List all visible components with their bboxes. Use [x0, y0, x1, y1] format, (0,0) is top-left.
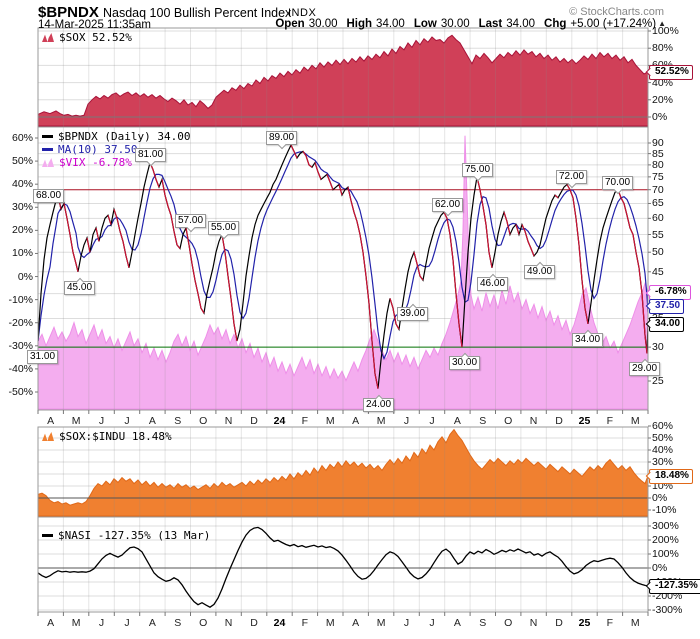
ma10-line [38, 151, 648, 361]
quote-label: Open [275, 18, 305, 30]
copyright-label: © StockCharts.com [569, 6, 664, 18]
nasi-panel-plot [38, 517, 648, 612]
sox-area [38, 34, 648, 127]
quote-label: Last [478, 18, 503, 30]
legend-ma10: MA(10) 37.50 [42, 143, 137, 156]
symbol-name: Nasdaq 100 Bullish Percent Index [103, 6, 292, 20]
legend-vix: $VIX -6.78% [42, 156, 132, 169]
area-chart-icon [42, 432, 54, 441]
line-chart-icon [42, 135, 53, 138]
legend-nasi: $NASI -127.35% (13 Mar) [42, 529, 210, 542]
chart-datetime: 14-Mar-2025 11:35am [38, 19, 151, 31]
legend-soxindu: $SOX:$INDU 18.48% [42, 430, 172, 443]
legend-soxindu-label: $SOX:$INDU 18.48% [59, 430, 172, 443]
legend-sox-label: $SOX 52.52% [59, 31, 132, 44]
area-chart-icon [42, 158, 54, 167]
quote-label: Chg [544, 18, 567, 30]
bpndx-panel-plot [38, 127, 648, 410]
legend-bpndx: $BPNDX (Daily) 34.00 [42, 130, 190, 143]
soxindu-area [38, 428, 648, 517]
vix-area [38, 135, 648, 410]
quote-value: 30.00 [440, 18, 470, 30]
quote-value: 34.00 [376, 18, 405, 30]
quote-value: 34.00 [506, 18, 536, 30]
bpndx-line [38, 143, 648, 389]
quote-summary-row: Open 30.00 High 34.00 Low 30.00 Last 34.00 Chg +5… [266, 18, 666, 30]
quote-value: 30.00 [308, 18, 338, 30]
quote-label: High [346, 18, 373, 30]
legend-ma10-label: MA(10) 37.50 [58, 143, 138, 156]
line-chart-icon [42, 148, 53, 151]
change-up-arrow-icon: ▲ [658, 19, 666, 28]
soxindu-panel-plot [38, 427, 648, 517]
line-chart-icon [42, 534, 53, 537]
quote-label: Low [413, 18, 437, 30]
area-chart-icon [42, 33, 54, 42]
legend-vix-label: $VIX -6.78% [59, 156, 132, 169]
nasi-line [38, 526, 648, 608]
symbol-title: $BPNDX [38, 4, 99, 21]
legend-bpndx-label: $BPNDX (Daily) 34.00 [58, 130, 191, 143]
exchange-label: INDX [288, 7, 317, 19]
quote-value: +5.00 (+17.24%) [570, 18, 657, 30]
legend-nasi-label: $NASI -127.35% (13 Mar) [58, 529, 211, 542]
sox-panel-plot [38, 28, 648, 127]
legend-sox: $SOX 52.52% [42, 31, 132, 44]
